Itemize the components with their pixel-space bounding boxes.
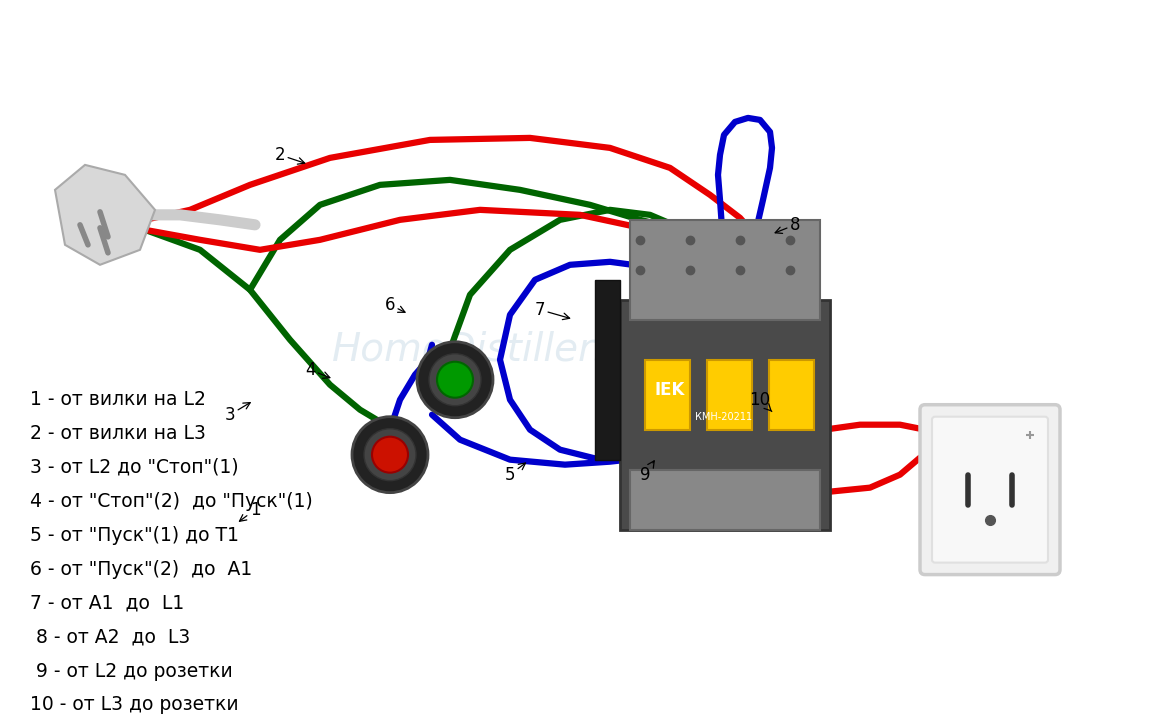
- Text: 2: 2: [275, 146, 305, 164]
- Text: 7: 7: [534, 301, 570, 320]
- FancyBboxPatch shape: [920, 405, 1061, 575]
- Polygon shape: [55, 165, 155, 265]
- Circle shape: [429, 354, 481, 405]
- Text: 4 - от "Стоп"(2)  до "Пуск"(1): 4 - от "Стоп"(2) до "Пуск"(1): [30, 492, 313, 510]
- Text: 8: 8: [775, 216, 800, 234]
- Bar: [595, 280, 620, 459]
- Text: 3 - от L2 до "Стоп"(1): 3 - от L2 до "Стоп"(1): [30, 458, 239, 477]
- Text: 7 - от А1  до  L1: 7 - от А1 до L1: [30, 593, 185, 613]
- Text: 5 - от "Пуск"(1) до Т1: 5 - от "Пуск"(1) до Т1: [30, 526, 239, 544]
- Text: 3: 3: [225, 402, 250, 423]
- Bar: [707, 360, 752, 430]
- Text: 9: 9: [639, 461, 654, 484]
- Circle shape: [372, 437, 409, 472]
- Text: 5: 5: [504, 463, 525, 484]
- Bar: [769, 360, 814, 430]
- Text: 4: 4: [305, 361, 330, 379]
- Circle shape: [417, 342, 493, 418]
- Text: 9 - от L2 до розетки: 9 - от L2 до розетки: [30, 662, 233, 680]
- Circle shape: [437, 361, 473, 397]
- Text: HomeDistillers.ru: HomeDistillers.ru: [332, 330, 668, 369]
- Text: IEK: IEK: [655, 381, 685, 399]
- Text: 6 - от "Пуск"(2)  до  А1: 6 - от "Пуск"(2) до А1: [30, 559, 253, 579]
- Bar: [630, 220, 820, 320]
- Bar: [645, 360, 690, 430]
- Bar: [630, 469, 820, 530]
- Circle shape: [364, 428, 415, 481]
- Bar: [620, 300, 830, 530]
- Text: 10 - от L3 до розетки: 10 - от L3 до розетки: [30, 696, 239, 714]
- Circle shape: [352, 417, 428, 492]
- Text: 6: 6: [384, 296, 405, 314]
- Text: 2 - от вилки на L3: 2 - от вилки на L3: [30, 423, 205, 443]
- Text: 1: 1: [239, 500, 261, 521]
- Text: 10: 10: [749, 391, 772, 412]
- Text: КМН-20211: КМН-20211: [695, 412, 752, 422]
- FancyBboxPatch shape: [932, 417, 1048, 562]
- Text: 8 - от А2  до  L3: 8 - от А2 до L3: [30, 628, 190, 647]
- Text: 1 - от вилки на L2: 1 - от вилки на L2: [30, 390, 205, 409]
